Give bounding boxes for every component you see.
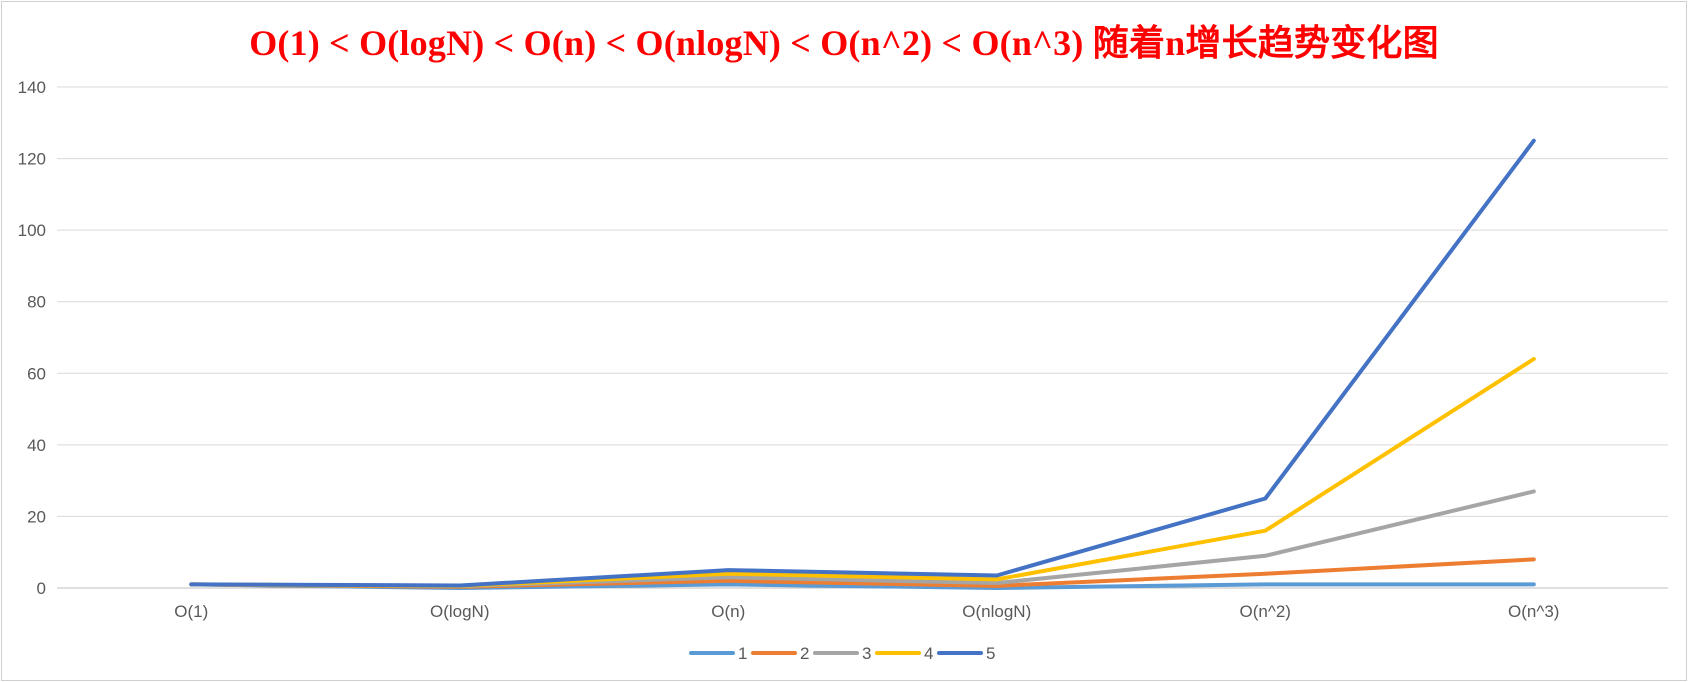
legend-label: 5 <box>986 644 995 663</box>
x-tick-label: O(n^3) <box>1508 602 1559 621</box>
x-tick-label: O(1) <box>174 602 208 621</box>
series-line-5 <box>189 138 1536 588</box>
chart-title: O(1) < O(logN) < O(n) < O(nlogN) < O(n^2… <box>249 23 1439 63</box>
y-tick-label: 0 <box>37 579 46 598</box>
y-axis-ticks: 0 20 40 60 80 100 120 140 <box>18 78 46 598</box>
y-tick-label: 100 <box>18 221 46 240</box>
legend-label: 1 <box>738 644 747 663</box>
gridlines <box>57 86 1668 589</box>
y-tick-label: 40 <box>27 436 46 455</box>
series-lines <box>189 138 1536 590</box>
y-tick-label: 20 <box>27 507 46 526</box>
y-tick-label: 140 <box>18 78 46 97</box>
legend: 1 2 3 4 5 <box>689 644 995 663</box>
legend-label: 3 <box>862 644 871 663</box>
x-tick-label: O(n) <box>711 602 745 621</box>
y-tick-label: 60 <box>27 364 46 383</box>
series-line-4 <box>189 357 1536 588</box>
x-tick-label: O(n^2) <box>1240 602 1291 621</box>
y-tick-label: 120 <box>18 150 46 169</box>
x-axis-ticks: O(1) O(logN) O(n) O(nlogN) O(n^2) O(n^3) <box>174 602 1559 621</box>
x-tick-label: O(logN) <box>430 602 490 621</box>
y-tick-label: 80 <box>27 293 46 312</box>
x-tick-label: O(nlogN) <box>962 602 1031 621</box>
legend-label: 4 <box>924 644 933 663</box>
legend-label: 2 <box>800 644 809 663</box>
